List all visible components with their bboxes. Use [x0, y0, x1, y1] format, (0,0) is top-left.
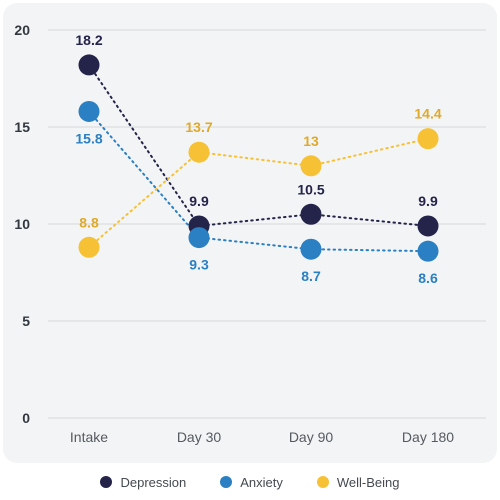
legend-item-well-being[interactable]: Well-Being [316, 474, 400, 490]
data-label-anxiety-3: 8.6 [418, 270, 438, 286]
data-label-well-being-1: 13.7 [185, 119, 212, 135]
data-label-depression-3: 9.9 [418, 193, 438, 209]
legend-marker-depression [100, 476, 113, 488]
legend-label-well-being: Well-Being [336, 474, 400, 490]
x-tick-label-day-30: Day 30 [177, 429, 222, 445]
y-axis-ticks: 0 5 10 15 20 [14, 22, 30, 426]
series-line-depression [88, 63, 429, 227]
data-label-well-being-0: 8.8 [79, 214, 99, 230]
data-labels: 18.2 9.9 10.5 9.9 15.8 9.3 8.7 8.6 8.8 13.7 13 14.4 [75, 32, 441, 286]
data-label-depression-2: 10.5 [297, 181, 324, 197]
series-line-well-being [88, 137, 429, 249]
legend-item-depression[interactable]: Depression [100, 475, 186, 490]
point-depression-2[interactable] [300, 203, 322, 225]
data-label-well-being-2: 13 [303, 133, 319, 149]
point-anxiety-3[interactable] [417, 240, 439, 262]
point-well-being-1[interactable] [188, 141, 210, 163]
legend-label-anxiety: Anxiety [240, 474, 283, 490]
x-axis-ticks: Intake Day 30 Day 90 Day 180 [70, 429, 454, 445]
legend-marker-anxiety [220, 476, 233, 488]
data-label-anxiety-0: 15.8 [75, 130, 102, 146]
data-label-depression-1: 9.9 [189, 193, 209, 209]
y-tick-label-15: 15 [14, 119, 30, 135]
point-well-being-2[interactable] [300, 155, 322, 177]
legend-label-depression: Depression [120, 474, 187, 490]
y-tick-label-5: 5 [22, 313, 30, 329]
legend-item-anxiety[interactable]: Anxiety [220, 475, 283, 490]
y-tick-label-0: 0 [22, 410, 30, 426]
x-tick-label-day-180: Day 180 [402, 429, 454, 445]
x-tick-label-intake: Intake [70, 429, 108, 445]
x-tick-label-day-90: Day 90 [289, 429, 334, 445]
legend: Depression Anxiety Well-Being [0, 471, 500, 493]
grid-lines [48, 29, 486, 419]
series-group [78, 54, 439, 262]
data-label-anxiety-1: 9.3 [189, 257, 209, 273]
point-depression-3[interactable] [417, 215, 439, 237]
point-anxiety-1[interactable] [188, 227, 210, 249]
data-label-depression-0: 18.2 [75, 32, 102, 48]
point-anxiety-0[interactable] [78, 100, 100, 122]
y-tick-label-20: 20 [14, 22, 30, 38]
point-anxiety-2[interactable] [300, 238, 322, 260]
chart-panel [3, 3, 497, 463]
series-line-anxiety [88, 110, 429, 253]
data-label-well-being-3: 14.4 [414, 106, 441, 122]
point-well-being-0[interactable] [78, 236, 100, 258]
legend-marker-well-being [316, 476, 329, 488]
point-depression-0[interactable] [78, 54, 100, 76]
line-chart: 0 5 10 15 20 Intake Day 30 Day 90 Day 180 18.2 9… [14, 22, 486, 445]
data-label-anxiety-2: 8.7 [301, 268, 321, 284]
point-well-being-3[interactable] [417, 128, 439, 150]
y-tick-label-10: 10 [14, 216, 30, 232]
